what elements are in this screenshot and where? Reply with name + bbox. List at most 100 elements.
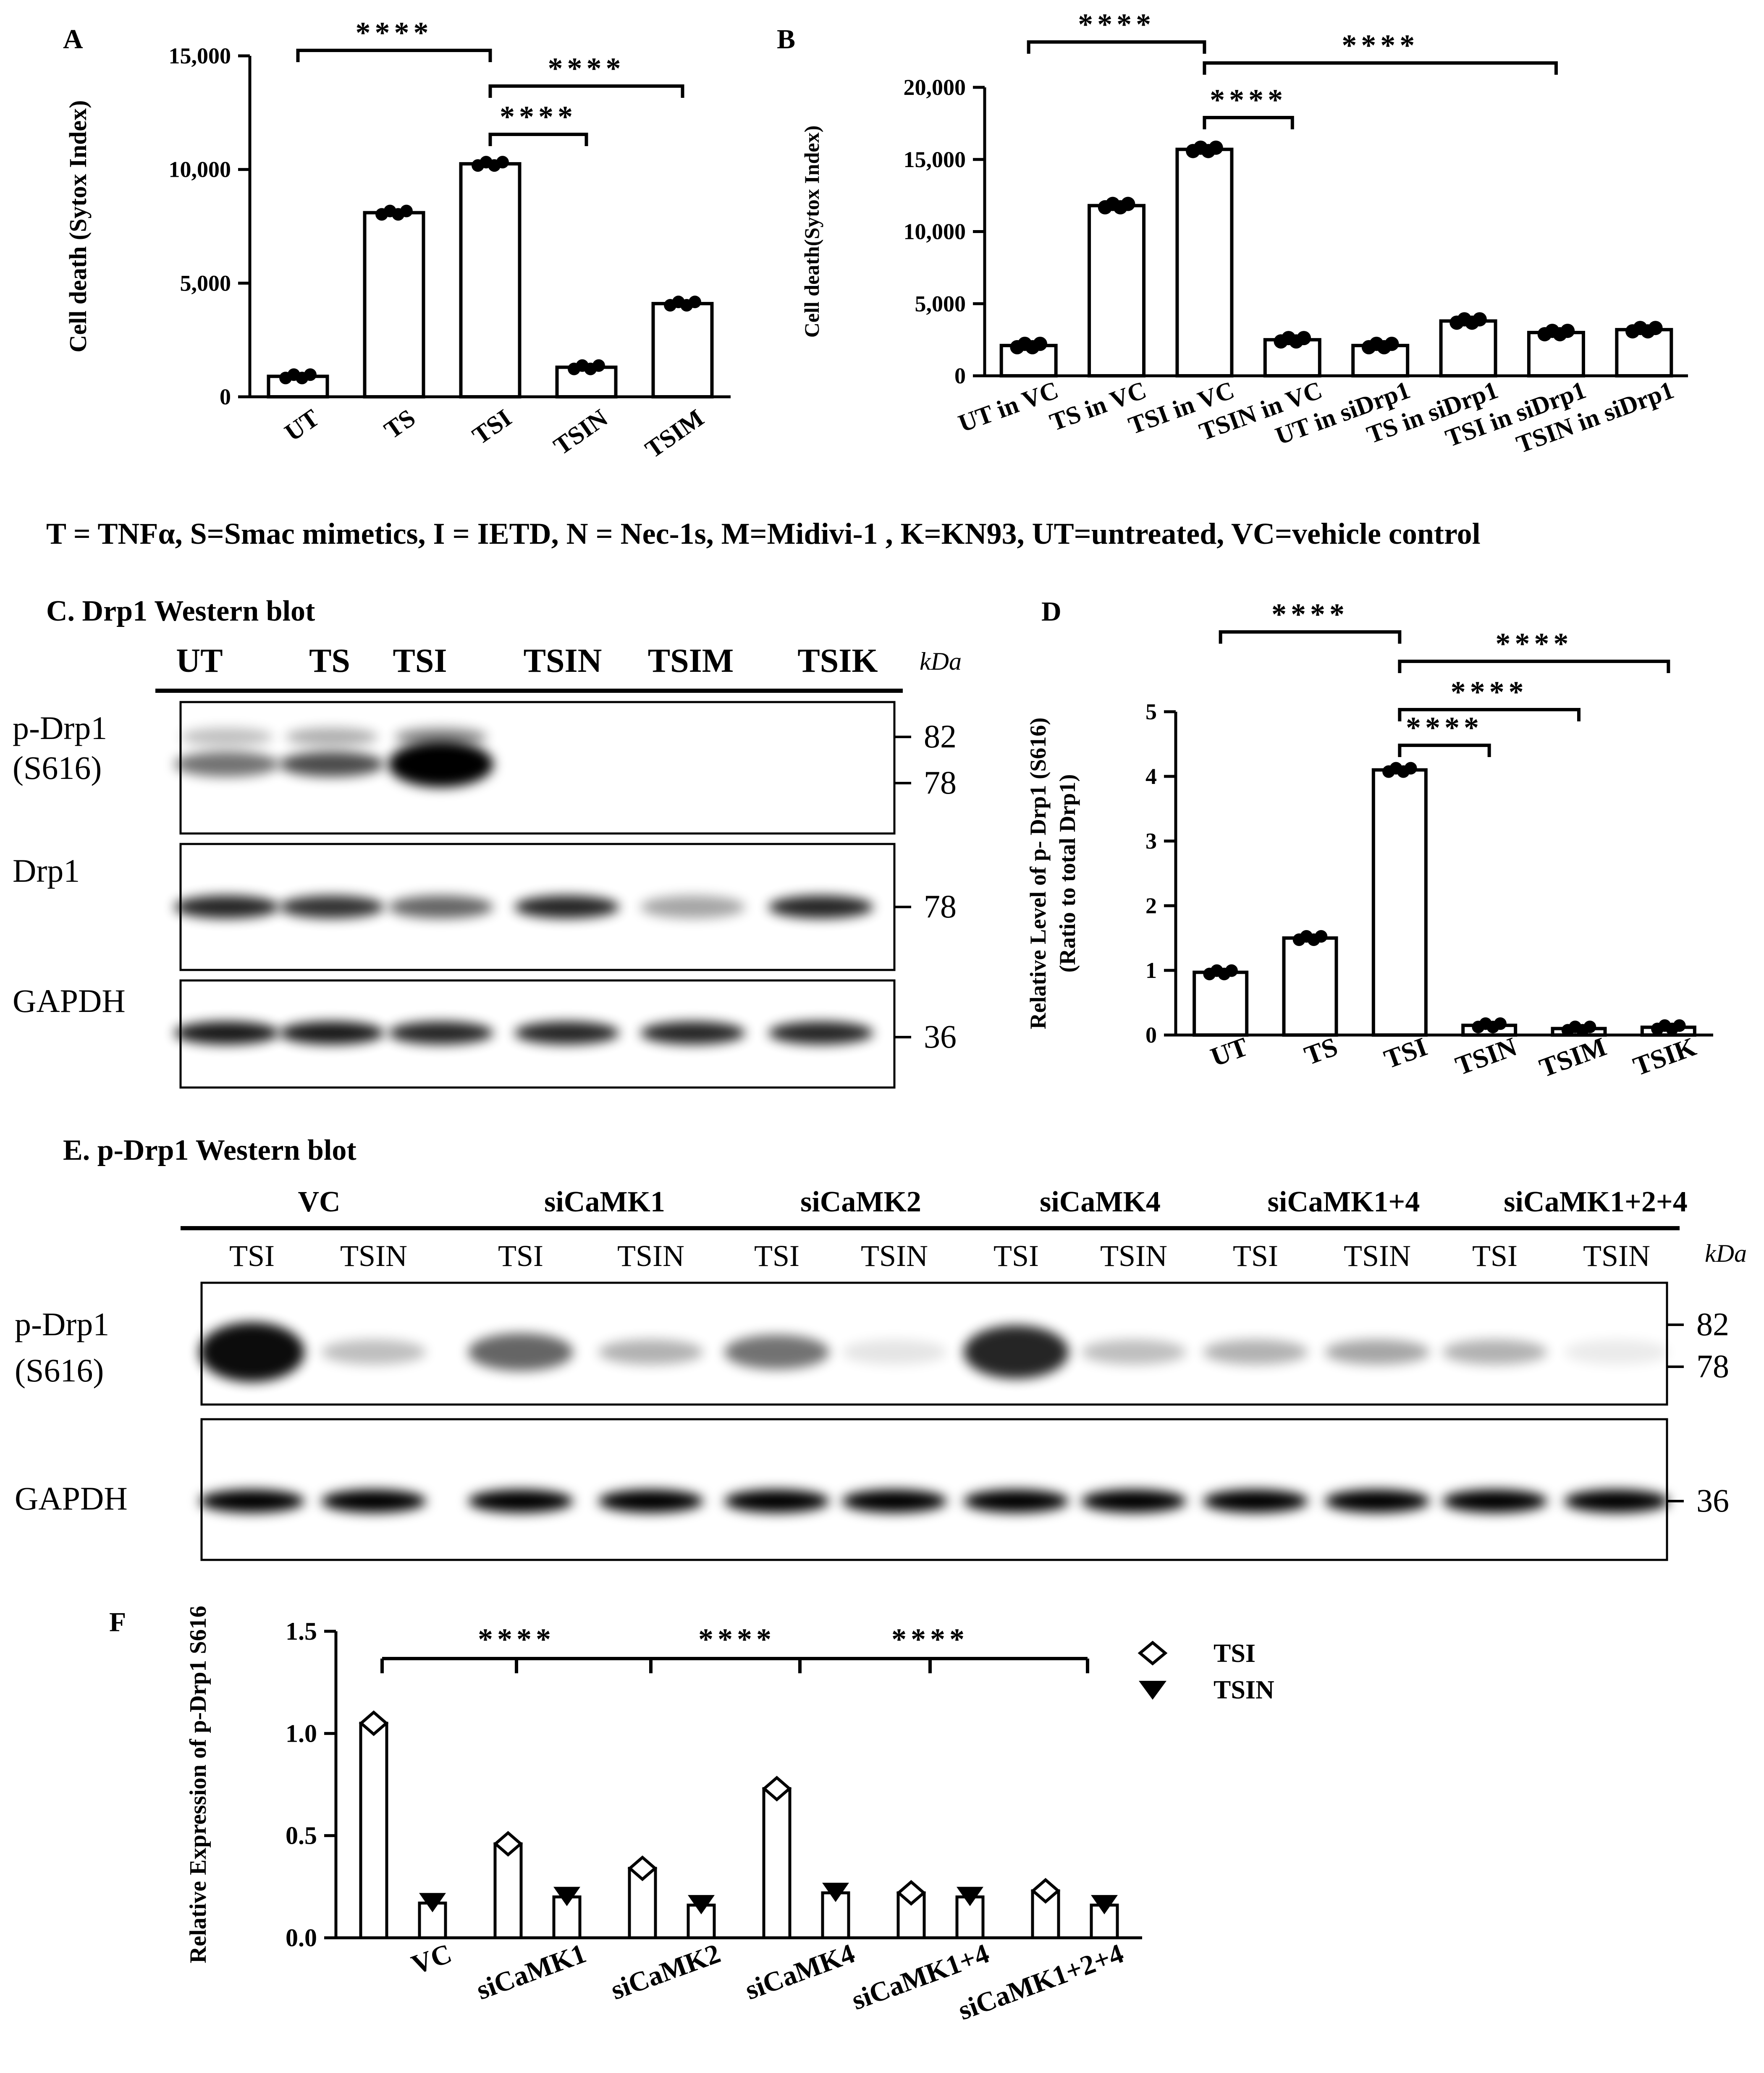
blot-band bbox=[842, 1339, 947, 1365]
data-point bbox=[1315, 930, 1328, 943]
y-tick-label: 3 bbox=[1145, 828, 1157, 854]
y-axis-label: Relative Expression of p-Drp1 S616 bbox=[185, 1606, 211, 1963]
row-label: p-Drp1 bbox=[15, 1306, 109, 1342]
bar bbox=[1193, 970, 1249, 1037]
lane-label: UT bbox=[176, 642, 223, 679]
data-point-tsi bbox=[493, 1831, 523, 1857]
panel-a-letter: A bbox=[63, 24, 83, 55]
lane-label: TSIN bbox=[524, 642, 602, 679]
legend-marker-tsi bbox=[1138, 1641, 1168, 1666]
significance-label: **** bbox=[1078, 8, 1155, 41]
data-point bbox=[1121, 197, 1135, 211]
lane-label: TSIN bbox=[617, 1239, 684, 1273]
data-point-tsin bbox=[688, 1895, 715, 1915]
x-tick-label: TSI bbox=[1380, 1031, 1431, 1074]
marker-label: 36 bbox=[924, 1018, 957, 1055]
lane-label: TSI bbox=[993, 1239, 1039, 1273]
blot-band bbox=[1203, 1489, 1308, 1513]
lane-label: TSI bbox=[498, 1239, 543, 1273]
chart-f: 0.0 0.5 1.0 1.5 Relative Expression of p-Drp… bbox=[185, 1606, 1274, 2026]
row-label: p-Drp1 bbox=[13, 710, 107, 746]
lane-label: TSI bbox=[393, 642, 447, 679]
chart-a: 0 5,000 10,000 15,000 Cell death (Sytox Inde… bbox=[64, 16, 731, 464]
blot-band bbox=[514, 895, 619, 919]
data-point bbox=[1297, 331, 1311, 346]
bar-tsi bbox=[762, 1787, 792, 1939]
significance-label: **** bbox=[548, 52, 625, 85]
blot-band bbox=[598, 1489, 703, 1513]
y-tick-label: 5,000 bbox=[915, 291, 966, 316]
row-label: GAPDH bbox=[15, 1480, 128, 1517]
data-point bbox=[1494, 1017, 1507, 1030]
y-tick-label: 1 bbox=[1145, 958, 1157, 983]
y-tick-label: 10,000 bbox=[904, 219, 966, 244]
group-label: siCaMK1+2+4 bbox=[1504, 1186, 1688, 1218]
y-tick-label: 10,000 bbox=[169, 157, 231, 182]
legend-label-tsin: TSIN bbox=[1214, 1676, 1274, 1704]
lane-label: TSIN bbox=[1344, 1239, 1411, 1273]
significance-label: **** bbox=[698, 1622, 776, 1656]
abbreviation-caption: T = TNFα, S=Smac mimetics, I = IETD, N =… bbox=[46, 517, 1481, 550]
blot-band bbox=[388, 1021, 493, 1045]
significance-bracket bbox=[1398, 744, 1491, 757]
x-tick-label: TSIN bbox=[548, 404, 613, 460]
panel-c-title: C. Drp1 Western blot bbox=[46, 595, 315, 627]
data-point-tsi bbox=[627, 1855, 658, 1882]
blot-band-upper bbox=[395, 728, 487, 746]
data-point bbox=[496, 156, 509, 169]
blot-band bbox=[1442, 1339, 1547, 1365]
data-point-tsin bbox=[419, 1893, 446, 1913]
significance-bracket bbox=[296, 49, 492, 62]
bar bbox=[1088, 204, 1146, 377]
marker-label: 82 bbox=[924, 718, 957, 755]
significance-label: **** bbox=[1210, 83, 1287, 117]
blot-band bbox=[279, 895, 384, 919]
blot-band bbox=[1203, 1339, 1308, 1365]
y-tick-label: 15,000 bbox=[169, 43, 231, 68]
blot-band bbox=[964, 1489, 1069, 1513]
x-tick-label: TSI bbox=[467, 404, 516, 450]
data-point bbox=[592, 359, 605, 372]
data-point-tsin bbox=[822, 1882, 849, 1902]
row-label: Drp1 bbox=[13, 852, 80, 889]
data-point bbox=[400, 204, 413, 218]
blot-band bbox=[468, 1489, 573, 1513]
blot-band bbox=[174, 895, 279, 919]
significance-bracket bbox=[1398, 708, 1581, 721]
blot-frame bbox=[200, 1282, 1668, 1406]
x-tick-label: siCaMK2 bbox=[607, 1938, 724, 2005]
blot-band bbox=[640, 1021, 745, 1045]
blot-band bbox=[768, 1021, 873, 1045]
significance-bracket bbox=[488, 133, 588, 146]
blot-band bbox=[1081, 1339, 1186, 1365]
panel-f-letter: F bbox=[109, 1607, 126, 1638]
y-axis-label: Relative Level of p- Drp1 (S616) bbox=[1025, 718, 1051, 1029]
y-tick-label: 4 bbox=[1145, 764, 1157, 789]
kda-label: kDa bbox=[1705, 1240, 1747, 1267]
panel-d-letter: D bbox=[1041, 596, 1062, 627]
significance-bracket bbox=[1203, 61, 1558, 75]
blot-band bbox=[1564, 1339, 1669, 1365]
data-point bbox=[688, 296, 701, 309]
significance-bracket bbox=[1398, 660, 1670, 673]
blot-band bbox=[321, 1489, 426, 1513]
chart-d: 0 1 2 3 4 5 Relative Level of p- Drp1 (S616) (R… bbox=[1025, 598, 1713, 1083]
significance-bracket bbox=[1203, 116, 1294, 129]
significance-label: **** bbox=[891, 1622, 969, 1656]
bar bbox=[651, 302, 714, 399]
row-label-2: (S616) bbox=[15, 1352, 104, 1389]
blot-band bbox=[199, 1489, 304, 1513]
marker-label: 78 bbox=[924, 764, 957, 801]
data-point bbox=[1560, 323, 1575, 338]
significance-label: **** bbox=[1406, 711, 1483, 744]
significance-label: **** bbox=[478, 1622, 555, 1656]
significance-bracket bbox=[1027, 40, 1206, 54]
lane-label: TSIN bbox=[340, 1239, 407, 1273]
marker-label: 82 bbox=[1696, 1306, 1729, 1342]
y-axis-label: Cell death(Sytox Index) bbox=[800, 126, 823, 338]
blot-frame bbox=[200, 1418, 1668, 1561]
blot-band bbox=[174, 1021, 279, 1045]
western-blot-e: VC siCaMK1 siCaMK2 siCaMK4 siCaMK1+4 siCaMK1+… bbox=[15, 1186, 1747, 1561]
y-tick-label: 1.5 bbox=[286, 1617, 317, 1645]
blot-band bbox=[514, 1021, 619, 1045]
